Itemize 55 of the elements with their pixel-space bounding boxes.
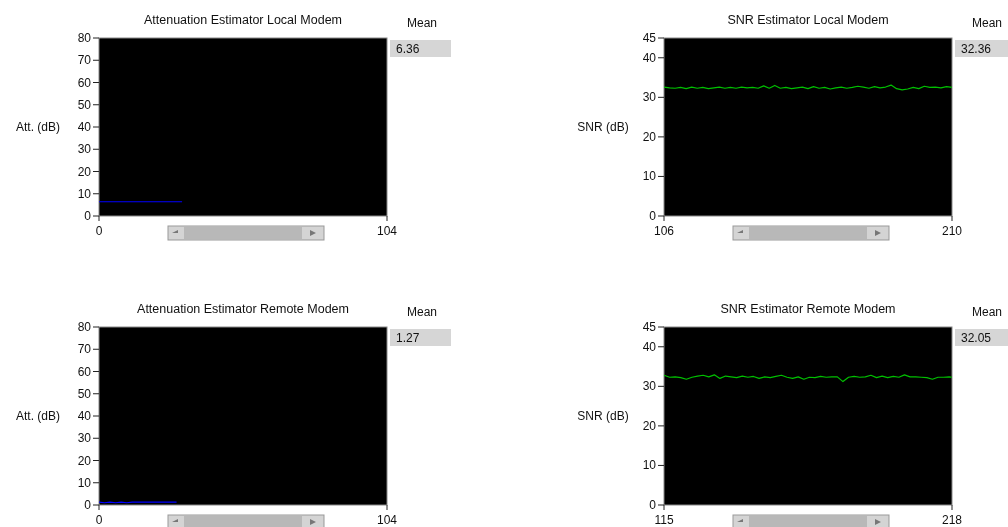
text: 6.36: [396, 42, 420, 56]
y-tick-label: 10: [642, 458, 657, 473]
text: 32.05: [961, 331, 992, 345]
y-tick-label: 40: [77, 409, 92, 423]
y-tick-label: 0: [649, 209, 657, 223]
chart-title: SNR Estimator Remote Modem: [720, 302, 896, 316]
x-tick-label: 0: [95, 224, 103, 238]
chart-title: SNR Estimator Local Modem: [727, 13, 889, 27]
x-tick-label: 0: [95, 513, 103, 527]
y-tick-label: 45: [642, 320, 657, 334]
chart-title: Attenuation Estimator Remote Modem: [137, 302, 349, 316]
y-tick-label: 50: [77, 97, 92, 112]
x-tick-label: 106: [653, 224, 675, 238]
y-tick-label: 60: [77, 364, 92, 379]
y-tick-label: 70: [77, 342, 92, 357]
y-tick-label: 70: [77, 53, 92, 68]
x-tick-label: 104: [376, 513, 398, 527]
y-axis-title: SNR (dB): [577, 409, 629, 423]
y-tick-label: 10: [77, 475, 92, 490]
text: 32.36: [961, 42, 992, 56]
y-tick-label: 0: [84, 209, 92, 223]
y-tick-label: 20: [642, 418, 657, 433]
y-tick-label: 50: [77, 386, 92, 401]
y-tick-label: 20: [77, 164, 92, 179]
x-tick-label: 218: [941, 513, 963, 527]
y-tick-label: 30: [642, 379, 657, 394]
x-tick-label: 210: [941, 224, 963, 238]
text: 1.27: [396, 331, 420, 345]
text: Mean: [971, 16, 1003, 30]
y-tick-label: 40: [642, 339, 657, 354]
y-tick-label: 80: [77, 31, 92, 45]
y-tick-label: 10: [77, 186, 92, 201]
line-series: [663, 374, 953, 383]
x-tick-label: 104: [376, 224, 398, 238]
y-axis-title: Att. (dB): [15, 409, 61, 423]
y-tick-label: 10: [642, 169, 657, 184]
y-axis-title: SNR (dB): [577, 120, 629, 134]
text: Mean: [406, 16, 438, 30]
y-tick-label: 45: [642, 31, 657, 45]
y-tick-label: 30: [642, 90, 657, 105]
y-tick-label: 80: [77, 320, 92, 334]
y-tick-label: 0: [84, 498, 92, 512]
y-tick-label: 40: [77, 120, 92, 134]
y-tick-label: 40: [642, 50, 657, 65]
y-tick-label: 30: [77, 142, 92, 157]
y-tick-label: 0: [649, 498, 657, 512]
y-tick-label: 20: [77, 453, 92, 468]
y-axis-title: Att. (dB): [15, 120, 61, 134]
y-tick-label: 60: [77, 75, 92, 90]
text: Mean: [971, 305, 1003, 319]
y-tick-label: 30: [77, 431, 92, 446]
y-tick-label: 20: [642, 129, 657, 144]
x-tick-label: 115: [654, 513, 674, 527]
chart-title: Attenuation Estimator Local Modem: [143, 13, 343, 27]
text: Mean: [406, 305, 438, 319]
